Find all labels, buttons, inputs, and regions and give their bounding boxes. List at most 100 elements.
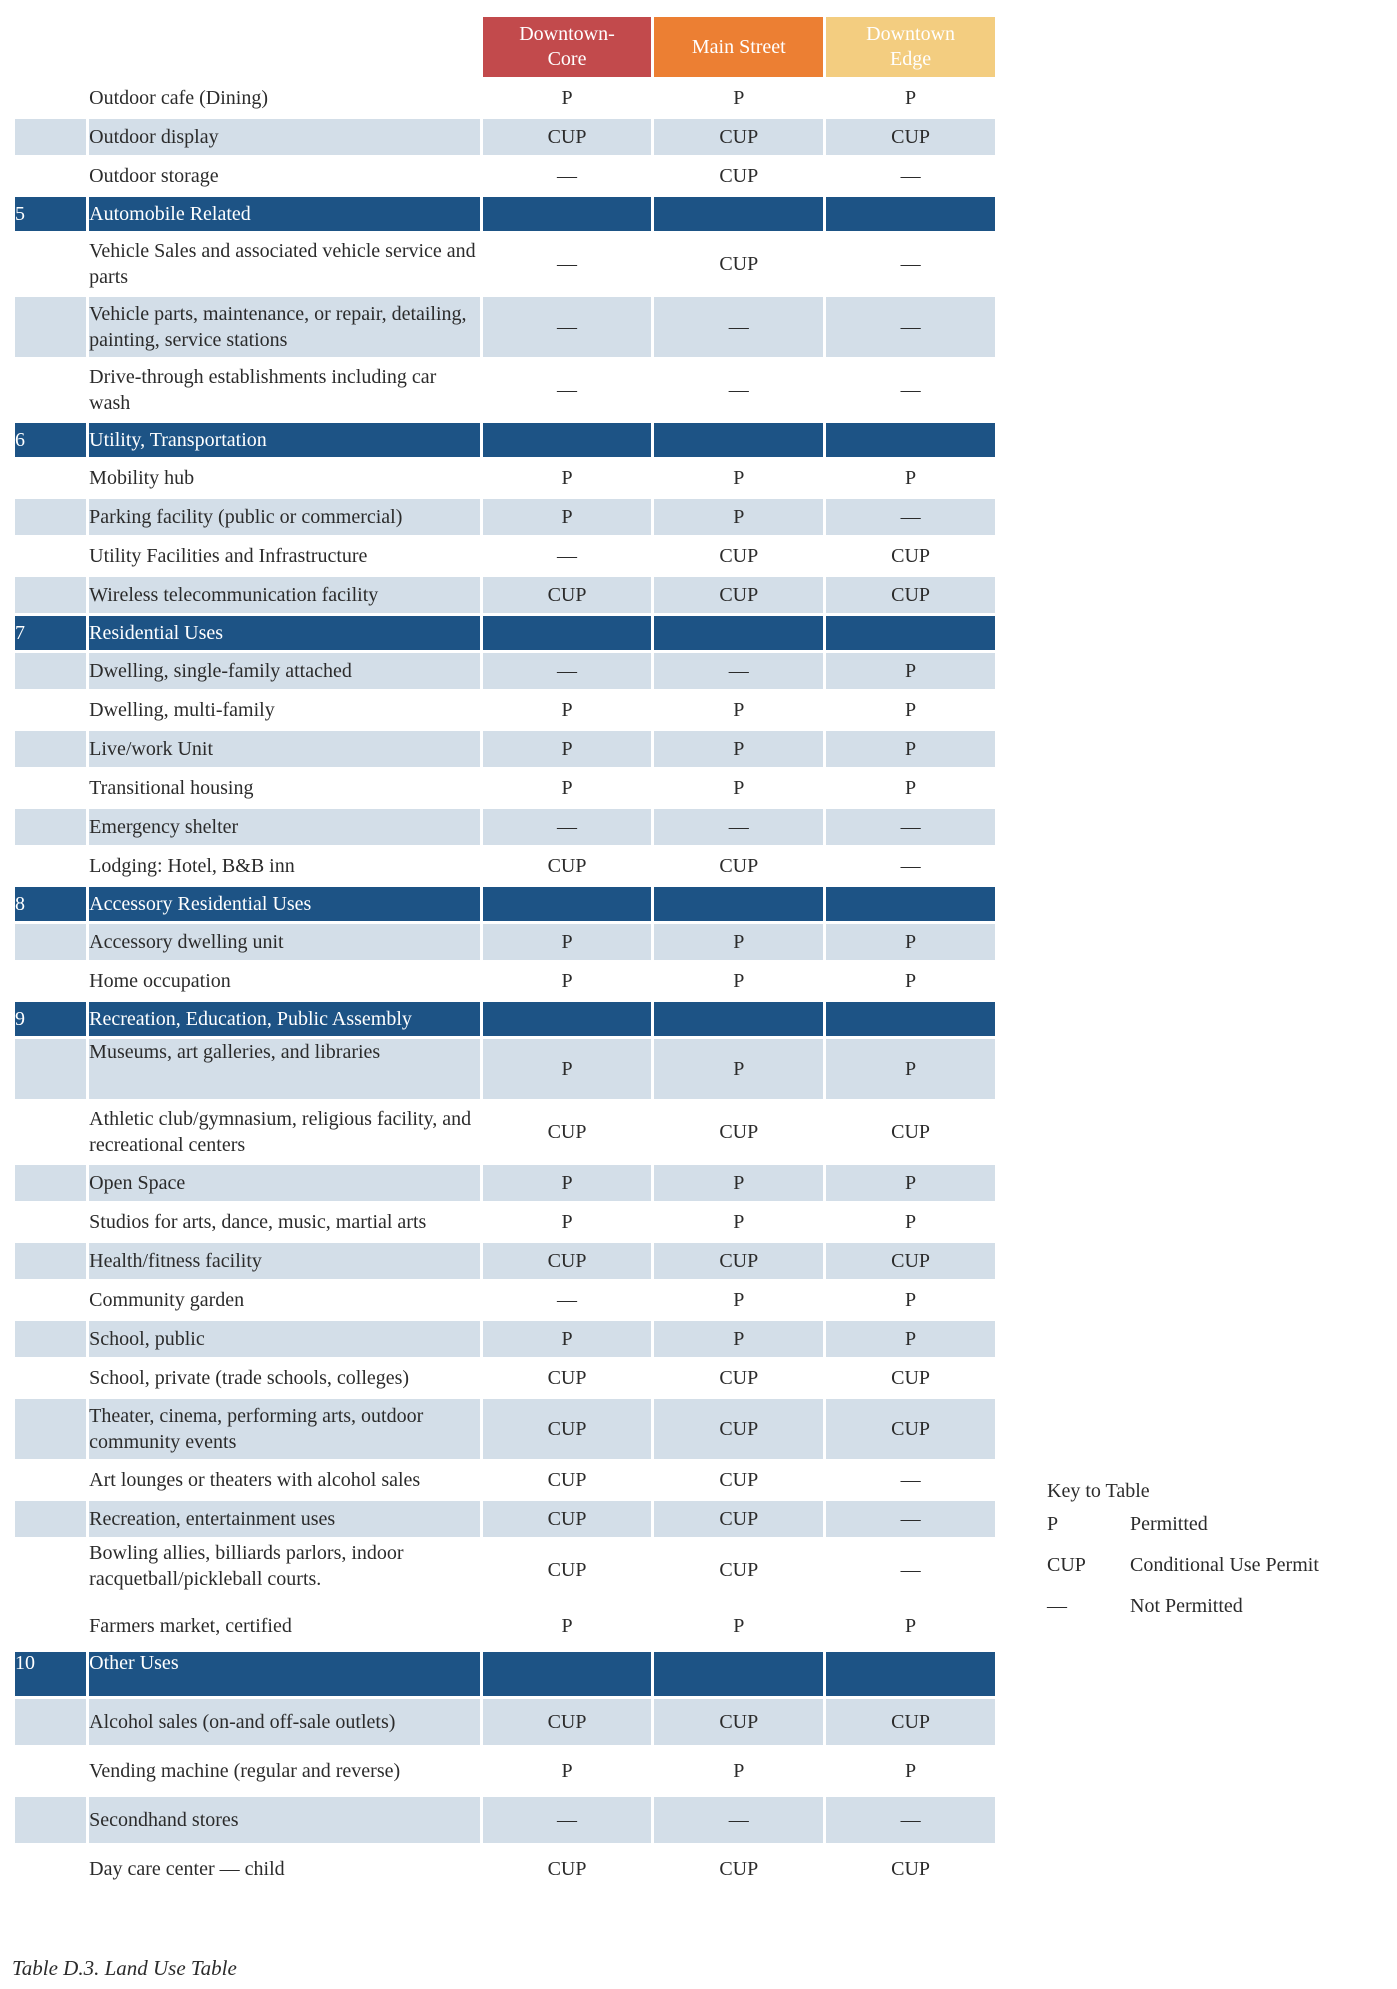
- land-use-name: School, private (trade schools, colleges…: [89, 1367, 410, 1389]
- table-row: School, public P P P: [15, 1321, 995, 1357]
- permit-value-main-street: CUP: [719, 1366, 759, 1389]
- permit-value-main-street: CUP: [719, 1558, 759, 1581]
- permit-value-main-street: CUP: [654, 1399, 824, 1459]
- permit-value-downtown-edge: —: [900, 164, 921, 187]
- permit-value-downtown-edge: P: [905, 466, 917, 489]
- permit-value-downtown-core: P: [482, 1039, 652, 1099]
- row-number-cell: [15, 848, 86, 884]
- permit-value-main-street: CUP: [719, 544, 759, 567]
- permit-value-downtown-core: P: [561, 1210, 573, 1233]
- section-number: 8: [15, 887, 87, 921]
- permit-value-main-street: CUP: [719, 164, 759, 187]
- section-fill: [654, 197, 824, 231]
- section-number: 5: [15, 197, 87, 231]
- row-number-cell: [15, 1282, 86, 1318]
- key-code: —: [1047, 1595, 1067, 1617]
- land-use-name: Athletic club/gymnasium, religious facil…: [89, 1108, 472, 1156]
- permit-value-main-street: P: [733, 1210, 745, 1233]
- table-row: Emergency shelter — — —: [15, 809, 995, 845]
- land-use-name: Vending machine (regular and reverse): [89, 1760, 401, 1782]
- section-title: Other Uses: [89, 1652, 480, 1696]
- land-use-name: Accessory dwelling unit: [89, 924, 480, 960]
- table-row: Studios for arts, dance, music, martial …: [15, 1204, 995, 1240]
- section-title: Residential Uses: [89, 616, 480, 650]
- permit-value-downtown-edge: —: [826, 809, 995, 845]
- row-number-cell: [15, 770, 86, 806]
- permit-value-downtown-edge: CUP: [891, 1857, 931, 1880]
- permit-value-downtown-core: P: [561, 698, 573, 721]
- land-use-name: Lodging: Hotel, B&B inn: [89, 855, 295, 877]
- land-use-name: Studios for arts, dance, music, martial …: [89, 1211, 427, 1233]
- table-row: Bowling allies, billiards parlors, indoo…: [15, 1540, 995, 1600]
- header-blank-use: [89, 17, 479, 77]
- permit-value-downtown-edge: P: [905, 1288, 917, 1311]
- land-use-name: Vehicle Sales and associated vehicle ser…: [89, 240, 476, 288]
- section-fill: [826, 1652, 995, 1696]
- permit-value-main-street: —: [654, 1797, 824, 1843]
- land-use-name: Outdoor storage: [89, 165, 219, 187]
- section-fill: [826, 1002, 995, 1036]
- permit-value-downtown-edge: P: [905, 1614, 917, 1637]
- key-title: Key to Table: [1047, 1480, 1150, 1502]
- permit-value-downtown-edge: P: [905, 1210, 917, 1233]
- land-use-name: Outdoor display: [89, 119, 480, 155]
- permit-value-downtown-edge: —: [826, 1501, 995, 1537]
- row-number-cell: [15, 1321, 87, 1357]
- table-row: Home occupation P P P: [15, 963, 995, 999]
- table-row: Secondhand stores — — —: [15, 1797, 995, 1843]
- permit-value-downtown-core: CUP: [482, 1501, 652, 1537]
- section-fill: [826, 197, 995, 231]
- permit-value-main-street: P: [654, 1039, 824, 1099]
- land-use-name: Theater, cinema, performing arts, outdoo…: [89, 1399, 480, 1459]
- key-meaning: Not Permitted: [1130, 1595, 1243, 1617]
- permit-value-downtown-core: —: [557, 378, 578, 401]
- land-use-name: Secondhand stores: [89, 1797, 480, 1843]
- table-row: Live/work Unit P P P: [15, 731, 995, 767]
- table-row: Vehicle parts, maintenance, or repair, d…: [15, 297, 995, 357]
- table-row: Farmers market, certified P P P: [15, 1603, 995, 1649]
- permit-value-downtown-core: CUP: [547, 1857, 587, 1880]
- row-number-cell: [15, 1699, 87, 1745]
- permit-value-downtown-core: CUP: [482, 577, 652, 613]
- table-row: Outdoor storage — CUP —: [15, 158, 995, 194]
- permit-value-downtown-edge: P: [905, 698, 917, 721]
- permit-value-downtown-edge: CUP: [891, 544, 931, 567]
- permit-value-downtown-edge: CUP: [891, 1120, 931, 1143]
- row-number-cell: [15, 1360, 86, 1396]
- section-fill: [654, 423, 824, 457]
- row-number-cell: [15, 1102, 86, 1162]
- table-row: Utility Facilities and Infrastructure — CU…: [15, 538, 995, 574]
- permit-value-downtown-edge: CUP: [826, 1399, 995, 1459]
- table-row: Mobility hub P P P: [15, 460, 995, 496]
- table-row: Health/fitness facility CUP CUP CUP: [15, 1243, 995, 1279]
- section-number: 10: [15, 1652, 87, 1696]
- table-row: Wireless telecommunication facility CUP CU…: [15, 577, 995, 613]
- row-number-cell: [15, 1204, 86, 1240]
- column-header-main-street: Main Street: [654, 17, 824, 77]
- permit-value-main-street: CUP: [719, 1857, 759, 1880]
- permit-value-downtown-edge: CUP: [826, 577, 995, 613]
- land-use-name: Transitional housing: [89, 777, 254, 799]
- permit-value-downtown-core: P: [482, 924, 652, 960]
- table-body: Outdoor cafe (Dining) P P P Outdoor display C…: [15, 80, 995, 1892]
- key-code: P: [1047, 1513, 1059, 1535]
- permit-value-downtown-edge: —: [900, 378, 921, 401]
- permit-value-downtown-edge: CUP: [826, 1243, 995, 1279]
- row-number-cell: [15, 1501, 87, 1537]
- land-use-name: Alcohol sales (on-and off-sale outlets): [89, 1699, 480, 1745]
- permit-value-downtown-edge: P: [905, 969, 917, 992]
- section-header-row: 5 Automobile Related: [15, 197, 995, 231]
- section-fill: [654, 1002, 824, 1036]
- key-entry: — Not Permitted: [1047, 1595, 1387, 1636]
- permit-value-downtown-edge: —: [900, 854, 921, 877]
- permit-value-main-street: P: [733, 776, 745, 799]
- row-number-cell: [15, 924, 87, 960]
- section-header-row: 7 Residential Uses: [15, 616, 995, 650]
- permit-value-downtown-core: P: [482, 731, 652, 767]
- land-use-name: Community garden: [89, 1289, 245, 1311]
- section-fill: [482, 616, 652, 650]
- permit-value-main-street: P: [733, 1288, 745, 1311]
- section-fill: [826, 887, 995, 921]
- row-number-cell: [15, 80, 86, 116]
- permit-value-main-street: P: [733, 86, 745, 109]
